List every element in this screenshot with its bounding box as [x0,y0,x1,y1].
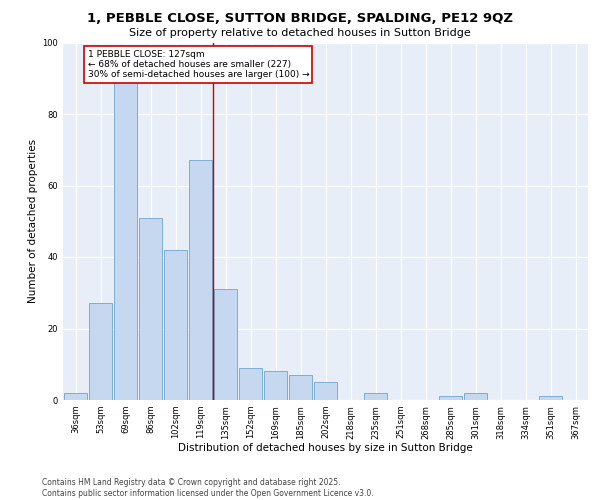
Bar [139,218,163,400]
Bar [113,57,137,400]
Text: 1, PEBBLE CLOSE, SUTTON BRIDGE, SPALDING, PE12 9QZ: 1, PEBBLE CLOSE, SUTTON BRIDGE, SPALDING… [87,12,513,26]
Bar [364,393,388,400]
Bar [214,289,238,400]
Bar [314,382,337,400]
Bar [239,368,262,400]
Bar [188,160,212,400]
X-axis label: Distribution of detached houses by size in Sutton Bridge: Distribution of detached houses by size … [178,443,473,453]
Bar [164,250,187,400]
Text: 1 PEBBLE CLOSE: 127sqm
← 68% of detached houses are smaller (227)
30% of semi-de: 1 PEBBLE CLOSE: 127sqm ← 68% of detached… [88,50,309,80]
Bar [539,396,562,400]
Text: Size of property relative to detached houses in Sutton Bridge: Size of property relative to detached ho… [129,28,471,38]
Text: Contains HM Land Registry data © Crown copyright and database right 2025.
Contai: Contains HM Land Registry data © Crown c… [42,478,374,498]
Y-axis label: Number of detached properties: Number of detached properties [28,139,38,304]
Bar [89,304,112,400]
Bar [464,393,487,400]
Bar [439,396,463,400]
Bar [289,375,313,400]
Bar [263,372,287,400]
Bar [64,393,88,400]
